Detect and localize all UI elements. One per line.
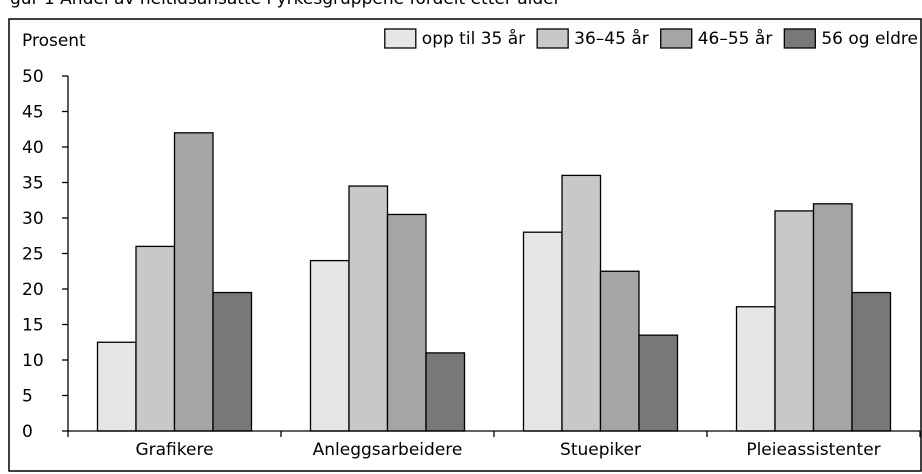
y-tick-label: 45 (22, 103, 44, 123)
bar-pleieassistenter-4 (851, 291, 892, 432)
legend-item-3: 46–55 år (660, 28, 773, 49)
bar-pleieassistenter-2 (774, 210, 815, 432)
chart-frame (8, 18, 922, 472)
y-tick-label: 20 (22, 280, 44, 300)
legend: opp til 35 år 36–45 år 46–55 år 56 og eldre (384, 28, 918, 49)
bar-grafikere-4 (212, 291, 253, 432)
legend-item-2: 36–45 år (536, 28, 649, 49)
legend-swatch (536, 28, 569, 49)
y-tick-label: 50 (22, 67, 44, 87)
bars (96, 132, 892, 432)
y-tick-label: 5 (22, 387, 33, 407)
y-axis-label: Prosent (22, 31, 86, 51)
legend-label: opp til 35 år (422, 28, 525, 49)
y-tick-label: 15 (22, 316, 44, 336)
legend-item-1: opp til 35 år (384, 28, 525, 49)
legend-swatch (384, 28, 417, 49)
y-axis: 0 5 10 15 20 25 30 35 40 45 50 (22, 67, 69, 442)
legend-label: 46–55 år (698, 28, 773, 49)
bar-grafikere-2 (135, 245, 176, 432)
y-tick-label: 10 (22, 351, 44, 371)
y-tick-label: 0 (22, 422, 33, 442)
bar-stuepiker-1 (522, 231, 563, 432)
legend-label: 36–45 år (574, 28, 649, 49)
bar-stuepiker-2 (561, 174, 602, 432)
x-tick-label: Grafikere (135, 440, 213, 460)
bar-stuepiker-4 (638, 334, 679, 432)
y-tick-label: 40 (22, 138, 44, 158)
bar-anleggsarbeidere-1 (309, 259, 350, 432)
y-tick-label: 25 (22, 245, 44, 265)
legend-swatch (783, 28, 816, 49)
x-tick-label: Pleieassistenter (746, 440, 880, 460)
x-tick-label: Stuepiker (560, 440, 641, 460)
bar-pleieassistenter-1 (735, 306, 776, 432)
x-axis: Grafikere Anleggsarbeidere Stuepiker Pleiea… (67, 430, 921, 460)
y-tick-label: 30 (22, 209, 44, 229)
legend-item-4: 56 og eldre (783, 28, 918, 49)
bar-anleggsarbeidere-4 (425, 352, 466, 432)
bar-stuepiker-3 (599, 270, 640, 432)
legend-swatch (660, 28, 693, 49)
legend-label: 56 og eldre (821, 29, 918, 49)
y-tick-label: 35 (22, 174, 44, 194)
bar-anleggsarbeidere-2 (348, 185, 389, 432)
bar-grafikere-3 (173, 132, 214, 432)
bar-grafikere-1 (96, 341, 137, 432)
x-tick-label: Anleggsarbeidere (313, 440, 463, 460)
bar-pleieassistenter-3 (812, 203, 853, 432)
clipped-caption: gur 1 Andel av heltidsansatte i yrkesgru… (10, 0, 561, 9)
bar-anleggsarbeidere-3 (386, 213, 427, 432)
